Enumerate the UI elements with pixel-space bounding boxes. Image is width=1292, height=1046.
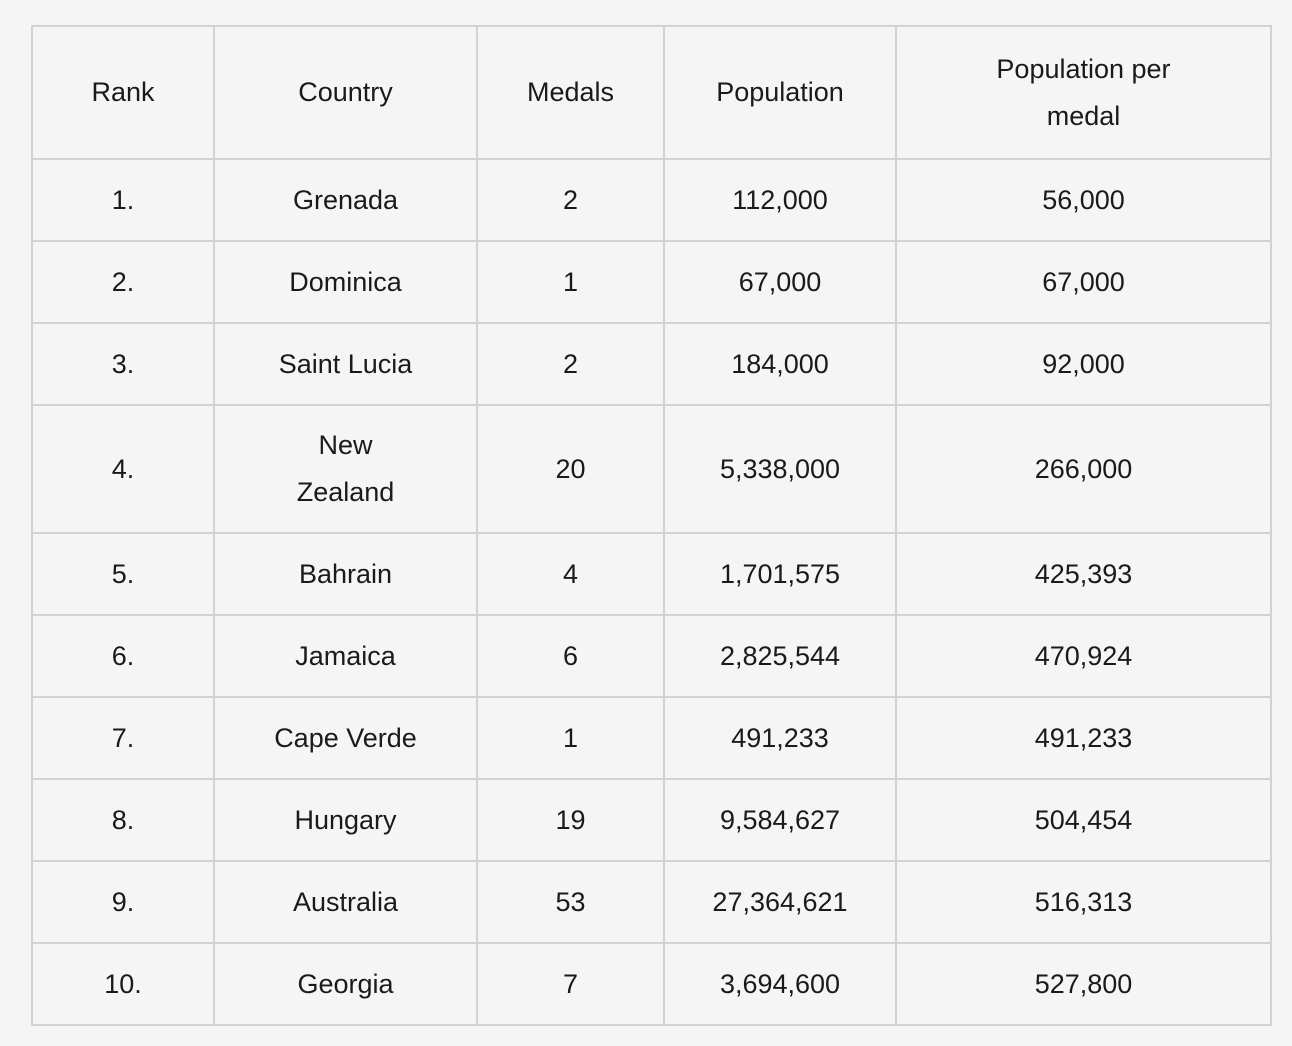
cell-medals: 7 [476,942,665,1026]
cell-per-medal: 504,454 [895,778,1272,862]
cell-medals: 2 [476,158,665,242]
cell-per-medal: 67,000 [895,240,1272,324]
column-header-rank: Rank [31,25,215,160]
cell-country: Jamaica [213,614,478,698]
column-header-country: Country [213,25,478,160]
cell-country: Grenada [213,158,478,242]
cell-country: Bahrain [213,532,478,616]
cell-medals: 2 [476,322,665,406]
cell-per-medal: 527,800 [895,942,1272,1026]
cell-rank: 9. [31,860,215,944]
cell-medals: 6 [476,614,665,698]
table-row: 4. New Zealand 20 5,338,000 266,000 [31,404,1272,534]
cell-population: 5,338,000 [663,404,897,534]
cell-per-medal: 266,000 [895,404,1272,534]
cell-country: Australia [213,860,478,944]
table-row: 1. Grenada 2 112,000 56,000 [31,158,1272,242]
cell-per-medal: 425,393 [895,532,1272,616]
table-row: 7. Cape Verde 1 491,233 491,233 [31,696,1272,780]
table-row: 3. Saint Lucia 2 184,000 92,000 [31,322,1272,406]
country-name: Hungary [294,804,397,835]
column-header-population-per-medal: Population per medal [895,25,1272,160]
cell-medals: 1 [476,240,665,324]
cell-medals: 53 [476,860,665,944]
cell-country: Dominica [213,240,478,324]
table-row: 6. Jamaica 6 2,825,544 470,924 [31,614,1272,698]
cell-population: 3,694,600 [663,942,897,1026]
cell-population: 1,701,575 [663,532,897,616]
country-name: Bahrain [298,558,393,589]
cell-per-medal: 491,233 [895,696,1272,780]
country-name: Grenada [292,184,399,215]
medals-per-population-table: Rank Country Medals Population Populatio… [31,25,1272,1026]
cell-population: 491,233 [663,696,897,780]
cell-rank: 10. [31,942,215,1026]
cell-population: 2,825,544 [663,614,897,698]
cell-per-medal: 56,000 [895,158,1272,242]
cell-rank: 8. [31,778,215,862]
table-row: 5. Bahrain 4 1,701,575 425,393 [31,532,1272,616]
country-name: New Zealand [296,430,395,507]
cell-medals: 4 [476,532,665,616]
column-header-population: Population [663,25,897,160]
cell-medals: 1 [476,696,665,780]
country-name: Cape Verde [274,722,417,753]
country-name: Saint Lucia [278,348,413,379]
column-header-population-per-medal-label: Population per medal [996,53,1171,131]
cell-population: 112,000 [663,158,897,242]
cell-per-medal: 92,000 [895,322,1272,406]
cell-rank: 7. [31,696,215,780]
cell-population: 9,584,627 [663,778,897,862]
cell-country: New Zealand [213,404,478,534]
country-name: Australia [292,886,399,917]
header-row: Rank Country Medals Population Populatio… [31,25,1272,160]
cell-rank: 2. [31,240,215,324]
table-row: 8. Hungary 19 9,584,627 504,454 [31,778,1272,862]
cell-country: Saint Lucia [213,322,478,406]
cell-rank: 1. [31,158,215,242]
cell-rank: 3. [31,322,215,406]
table-row: 2. Dominica 1 67,000 67,000 [31,240,1272,324]
cell-country: Georgia [213,942,478,1026]
cell-medals: 20 [476,404,665,534]
cell-country: Cape Verde [213,696,478,780]
cell-rank: 5. [31,532,215,616]
cell-rank: 6. [31,614,215,698]
cell-per-medal: 516,313 [895,860,1272,944]
table-row: 9. Australia 53 27,364,621 516,313 [31,860,1272,944]
cell-population: 184,000 [663,322,897,406]
cell-country: Hungary [213,778,478,862]
cell-population: 27,364,621 [663,860,897,944]
cell-per-medal: 470,924 [895,614,1272,698]
cell-medals: 19 [476,778,665,862]
cell-population: 67,000 [663,240,897,324]
cell-rank: 4. [31,404,215,534]
country-name: Jamaica [295,640,396,671]
column-header-medals: Medals [476,25,665,160]
table-row: 10. Georgia 7 3,694,600 527,800 [31,942,1272,1026]
country-name: Georgia [297,968,394,999]
country-name: Dominica [289,266,402,297]
